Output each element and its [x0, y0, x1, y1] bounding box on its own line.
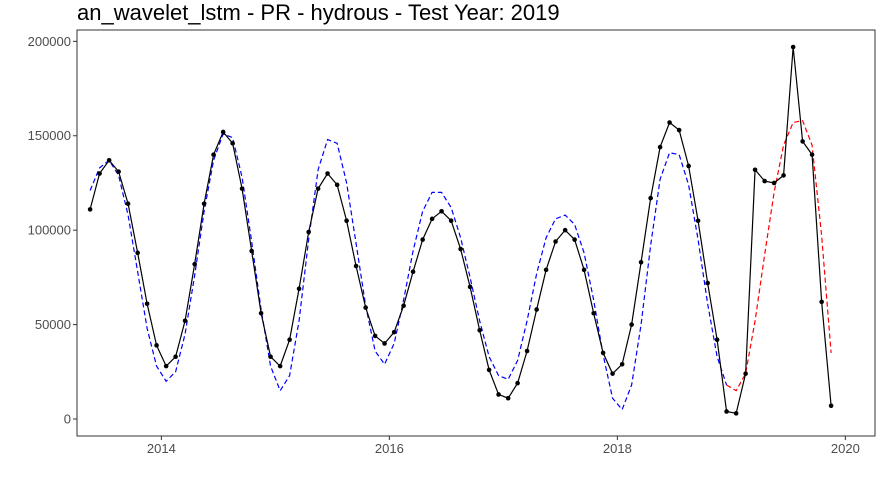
data-point-actual: [163, 363, 169, 369]
data-point-actual: [353, 263, 359, 269]
data-point-actual: [657, 144, 663, 150]
y-tick-label: 50000: [35, 317, 71, 332]
data-point-actual: [724, 409, 729, 414]
data-point-actual: [619, 361, 625, 367]
data-point-actual: [372, 333, 378, 339]
data-point-actual: [648, 195, 653, 201]
data-point-actual: [211, 152, 216, 157]
data-point-actual: [695, 218, 701, 224]
data-point-actual: [486, 367, 492, 373]
data-point-actual: [410, 269, 416, 275]
data-point-actual: [296, 286, 302, 292]
data-point-actual: [401, 303, 406, 309]
data-point-actual: [439, 208, 444, 214]
data-point-actual: [258, 310, 264, 316]
data-point-actual: [534, 307, 539, 312]
data-point-actual: [391, 329, 397, 335]
data-point-actual: [325, 171, 330, 176]
data-point-actual: [467, 284, 473, 290]
data-point-actual: [600, 350, 606, 356]
x-tick-label: 2016: [375, 441, 404, 456]
data-point-actual: [686, 163, 691, 169]
data-point-actual: [733, 411, 739, 416]
data-point-actual: [382, 341, 387, 346]
y-tick-label: 0: [64, 412, 71, 427]
data-point-actual: [828, 403, 834, 409]
axes: 0 50000 100000 150000 200000 2014 2016 2018 2020: [28, 29, 876, 456]
data-point-actual: [809, 152, 815, 157]
x-tick-label: 2018: [603, 441, 632, 456]
series-layer: [87, 44, 834, 416]
data-point-actual: [277, 363, 283, 369]
data-point-actual: [144, 301, 150, 307]
x-tick-label: 2014: [147, 441, 176, 456]
data-point-actual: [135, 250, 140, 256]
data-point-actual: [572, 237, 577, 242]
plot-panel-border: [76, 29, 876, 437]
data-point-actual: [496, 392, 501, 397]
data-point-actual: [543, 267, 549, 273]
data-point-actual: [116, 169, 121, 174]
data-point-actual: [239, 186, 245, 191]
data-point-actual: [705, 280, 710, 286]
data-point-actual: [667, 120, 672, 125]
data-point-actual: [610, 371, 615, 376]
data-point-actual: [515, 380, 520, 386]
data-point-actual: [819, 299, 824, 305]
data-point-actual: [173, 354, 178, 359]
data-point-actual: [287, 337, 292, 342]
data-point-actual: [334, 182, 340, 188]
y-tick-label: 100000: [28, 223, 71, 238]
data-point-actual: [743, 371, 748, 376]
data-point-actual: [220, 129, 226, 135]
data-point-actual: [553, 239, 558, 244]
data-point-actual: [268, 354, 273, 359]
data-point-actual: [448, 218, 454, 224]
data-point-actual: [87, 207, 93, 212]
data-point-actual: [800, 139, 805, 144]
data-point-actual: [230, 141, 235, 146]
data-point-actual: [505, 395, 511, 401]
x-tick-label: 2020: [831, 441, 860, 456]
data-point-actual: [477, 327, 482, 333]
series-line-forecast: [726, 119, 832, 392]
data-point-actual: [591, 310, 596, 316]
data-point-actual: [524, 348, 530, 354]
data-point-actual: [629, 322, 634, 327]
data-point-actual: [306, 229, 311, 235]
data-point-actual: [125, 201, 131, 207]
data-point-actual: [790, 44, 796, 50]
data-point-actual: [249, 248, 254, 254]
y-tick-label: 200000: [28, 34, 71, 49]
data-point-actual: [420, 237, 425, 242]
data-point-actual: [781, 173, 786, 178]
data-point-actual: [344, 218, 349, 224]
data-point-actual: [676, 127, 682, 133]
y-tick-label: 150000: [28, 128, 71, 143]
data-point-actual: [581, 267, 587, 273]
chart-title: an_wavelet_lstm - PR - hydrous - Test Ye…: [77, 0, 560, 25]
data-point-actual: [106, 158, 112, 163]
data-point-actual: [638, 259, 644, 265]
data-point-actual: [458, 246, 463, 252]
data-point-actual: [97, 171, 102, 176]
data-point-actual: [363, 305, 368, 310]
data-point-actual: [752, 167, 758, 173]
data-point-actual: [771, 180, 777, 186]
data-point-actual: [315, 186, 321, 191]
data-point-actual: [762, 178, 767, 184]
data-point-actual: [192, 261, 197, 267]
data-point-actual: [562, 227, 568, 233]
data-point-actual: [429, 216, 435, 222]
series-line-fitted: [89, 133, 728, 411]
data-point-actual: [154, 343, 159, 348]
data-point-actual: [182, 318, 188, 324]
data-point-actual: [714, 337, 720, 342]
data-point-actual: [201, 201, 207, 207]
